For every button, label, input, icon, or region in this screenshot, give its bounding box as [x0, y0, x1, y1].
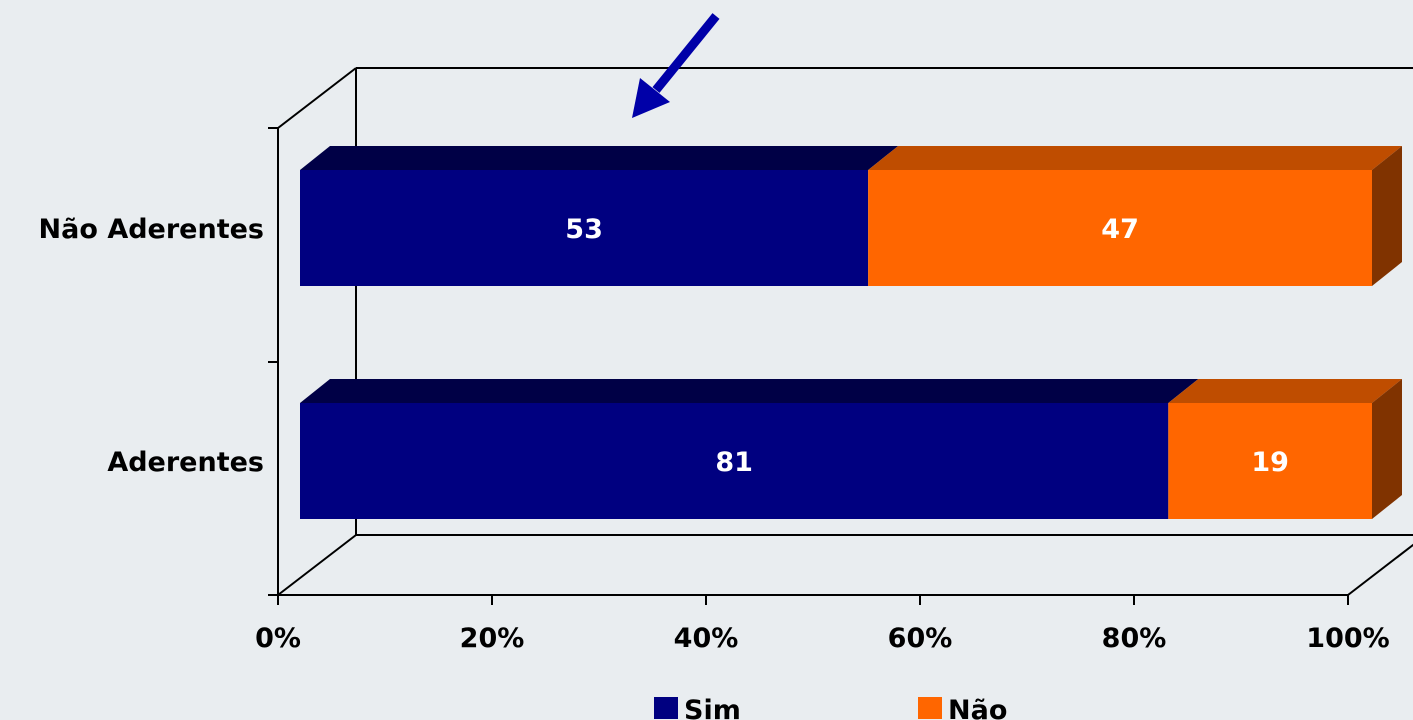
x-tick-label-5: 100%: [1306, 623, 1389, 654]
bar-n-o-1-top: [1168, 379, 1402, 403]
x-tick-label-4: 80%: [1102, 623, 1167, 654]
bar-sim-1: [300, 403, 1169, 519]
bar-sim-0-top: [300, 146, 899, 170]
bars-layer: [300, 146, 1402, 519]
data-label-sim-1: 81: [715, 447, 753, 478]
bar-n-o-0: [868, 170, 1372, 286]
plot-frame: [277, 67, 1413, 596]
legend: Sim Não: [654, 695, 1007, 720]
bar-sim-1-top: [300, 379, 1199, 403]
data-label-sim-0: 53: [565, 214, 603, 245]
data-label-n-o-0: 47: [1101, 214, 1139, 245]
legend-swatch-0: [654, 697, 678, 719]
x-tick-label-0: 0%: [255, 623, 301, 654]
annotation-arrow-shaft: [652, 13, 720, 93]
bar-n-o-0-side: [1372, 146, 1402, 286]
bar-n-o-1-side: [1372, 379, 1402, 519]
x-tick-label-1: 20%: [460, 623, 525, 654]
x-tick-label-2: 40%: [674, 623, 739, 654]
bar-n-o-0-top: [868, 146, 1402, 170]
annotation-arrow-head: [632, 78, 670, 118]
data-label-n-o-1: 19: [1251, 447, 1289, 478]
legend-label-1: Não: [948, 695, 1007, 720]
data-labels-layer: 53 47 81 19: [565, 214, 1289, 478]
depth-edge-floor-left: [277, 534, 357, 596]
depth-edge-top: [277, 67, 357, 129]
axes-layer: Não Aderentes Aderentes 0% 20% 40% 60% 80% 100%: [39, 127, 1390, 654]
category-label-0: Não Aderentes: [39, 214, 264, 245]
bar-n-o-1: [1168, 403, 1372, 519]
annotation-layer: [632, 13, 720, 118]
x-tick-label-3: 60%: [888, 623, 953, 654]
bar-sim-0: [300, 170, 869, 286]
legend-swatch-1: [918, 697, 942, 719]
legend-label-0: Sim: [684, 695, 741, 720]
category-label-1: Aderentes: [107, 447, 264, 478]
depth-edge-floor-right: [1347, 543, 1413, 596]
